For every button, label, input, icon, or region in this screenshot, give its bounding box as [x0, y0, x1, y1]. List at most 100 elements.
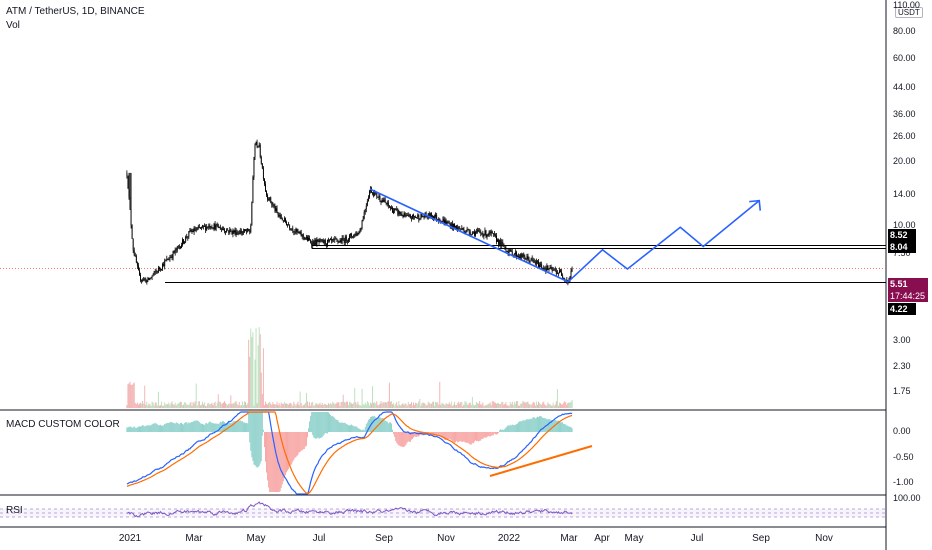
- macd-histogram-bar: [143, 425, 145, 432]
- macd-histogram-bar: [540, 416, 542, 432]
- macd-histogram-bar: [165, 423, 167, 432]
- volume-bar: [234, 402, 236, 408]
- macd-histogram-bar: [441, 432, 443, 438]
- macd-histogram-bar: [234, 420, 236, 432]
- macd-histogram-bar: [450, 432, 452, 441]
- volume-bar: [567, 403, 569, 408]
- macd-histogram-bar: [227, 422, 229, 432]
- macd-histogram-bar: [350, 425, 351, 432]
- macd-histogram-bar: [362, 429, 364, 432]
- macd-tick: -0.50: [893, 452, 914, 462]
- price-tick: 10.00: [893, 220, 916, 230]
- candle-body: [158, 267, 160, 270]
- candle-body: [303, 237, 305, 240]
- candle-body: [544, 268, 546, 270]
- volume-bar: [563, 402, 565, 408]
- macd-histogram-bar: [321, 412, 323, 438]
- candle-body: [207, 226, 209, 228]
- macd-histogram-bar: [460, 432, 462, 442]
- volume-bar: [520, 403, 522, 408]
- macd-histogram-bar: [200, 423, 202, 432]
- volume-bar: [169, 405, 171, 408]
- candle-body: [344, 236, 346, 244]
- macd-histogram-bar: [336, 419, 338, 432]
- volume-bar: [193, 403, 195, 408]
- macd-histogram-bar: [216, 423, 218, 432]
- candle-body: [485, 230, 487, 237]
- macd-histogram-bar: [235, 421, 237, 432]
- macd-histogram-bar: [186, 422, 188, 432]
- macd-histogram-bar: [332, 415, 334, 432]
- macd-trendline: [489, 445, 593, 477]
- volume-bar: [126, 405, 128, 408]
- candle-body: [378, 196, 380, 198]
- volume-bar: [364, 402, 366, 408]
- candle-body: [397, 209, 399, 215]
- candle-body: [502, 242, 504, 244]
- macd-histogram-bar: [570, 427, 572, 432]
- volume-bar: [355, 402, 357, 408]
- macd-histogram-bar: [365, 424, 367, 432]
- volume-bar: [253, 405, 255, 408]
- candle-body: [434, 216, 435, 219]
- macd-histogram-bar: [167, 423, 169, 432]
- volume-bar: [321, 403, 323, 408]
- volume-bar: [145, 404, 147, 408]
- candle-body: [374, 192, 376, 196]
- macd-histogram-bar: [244, 422, 245, 432]
- currency-badge[interactable]: USDT: [895, 7, 923, 18]
- macd-histogram-bar: [286, 432, 287, 473]
- macd-histogram-bar: [381, 418, 383, 432]
- price-tick: 1.75: [893, 386, 911, 396]
- candle-body: [281, 218, 283, 221]
- volume-bar: [250, 328, 252, 408]
- macd-histogram-bar: [444, 432, 446, 440]
- macd-histogram-bar: [257, 412, 259, 468]
- macd-histogram-bar: [563, 424, 565, 432]
- volume-bar: [146, 401, 148, 408]
- candle-body: [511, 251, 513, 257]
- macd-histogram-bar: [338, 421, 340, 432]
- volume-bar: [301, 405, 303, 408]
- macd-histogram-bar: [357, 427, 359, 432]
- volume-bar: [245, 402, 246, 408]
- volume-bar: [477, 403, 479, 408]
- candle-body: [273, 205, 275, 207]
- macd-histogram-bar: [342, 422, 344, 432]
- macd-histogram-bar: [328, 412, 329, 432]
- volume-bar: [335, 403, 337, 408]
- candle-body: [131, 225, 133, 239]
- volume-bar: [223, 402, 224, 408]
- candle-body: [392, 207, 393, 213]
- volume-bar: [406, 405, 408, 408]
- candle-body: [482, 233, 484, 237]
- macd-histogram-bar: [397, 432, 399, 445]
- macd-histogram-bar: [254, 412, 256, 466]
- volume-bar: [457, 402, 459, 408]
- volume-bar: [326, 404, 328, 408]
- macd-histogram-bar: [395, 432, 397, 441]
- candle-body: [186, 236, 188, 238]
- candle-body: [288, 224, 290, 226]
- macd-histogram-bar: [475, 432, 476, 441]
- volume-bar: [307, 401, 308, 408]
- volume-bar: [569, 402, 571, 408]
- volume-bar: [492, 401, 494, 408]
- candle-body: [363, 211, 365, 219]
- macd-histogram-bar: [405, 432, 407, 445]
- volume-bar: [302, 405, 304, 408]
- macd-histogram-bar: [307, 432, 308, 438]
- volume-bar: [208, 402, 210, 408]
- candle-body: [376, 192, 378, 197]
- volume-bar: [233, 403, 235, 408]
- volume-bar: [135, 404, 137, 408]
- macd-histogram-bar: [276, 432, 278, 492]
- candle-body: [525, 259, 527, 260]
- macd-histogram-bar: [301, 432, 303, 451]
- candle-body: [423, 216, 425, 218]
- candle-body: [521, 254, 523, 258]
- volume-bar: [209, 404, 211, 408]
- volume-bar: [387, 401, 389, 408]
